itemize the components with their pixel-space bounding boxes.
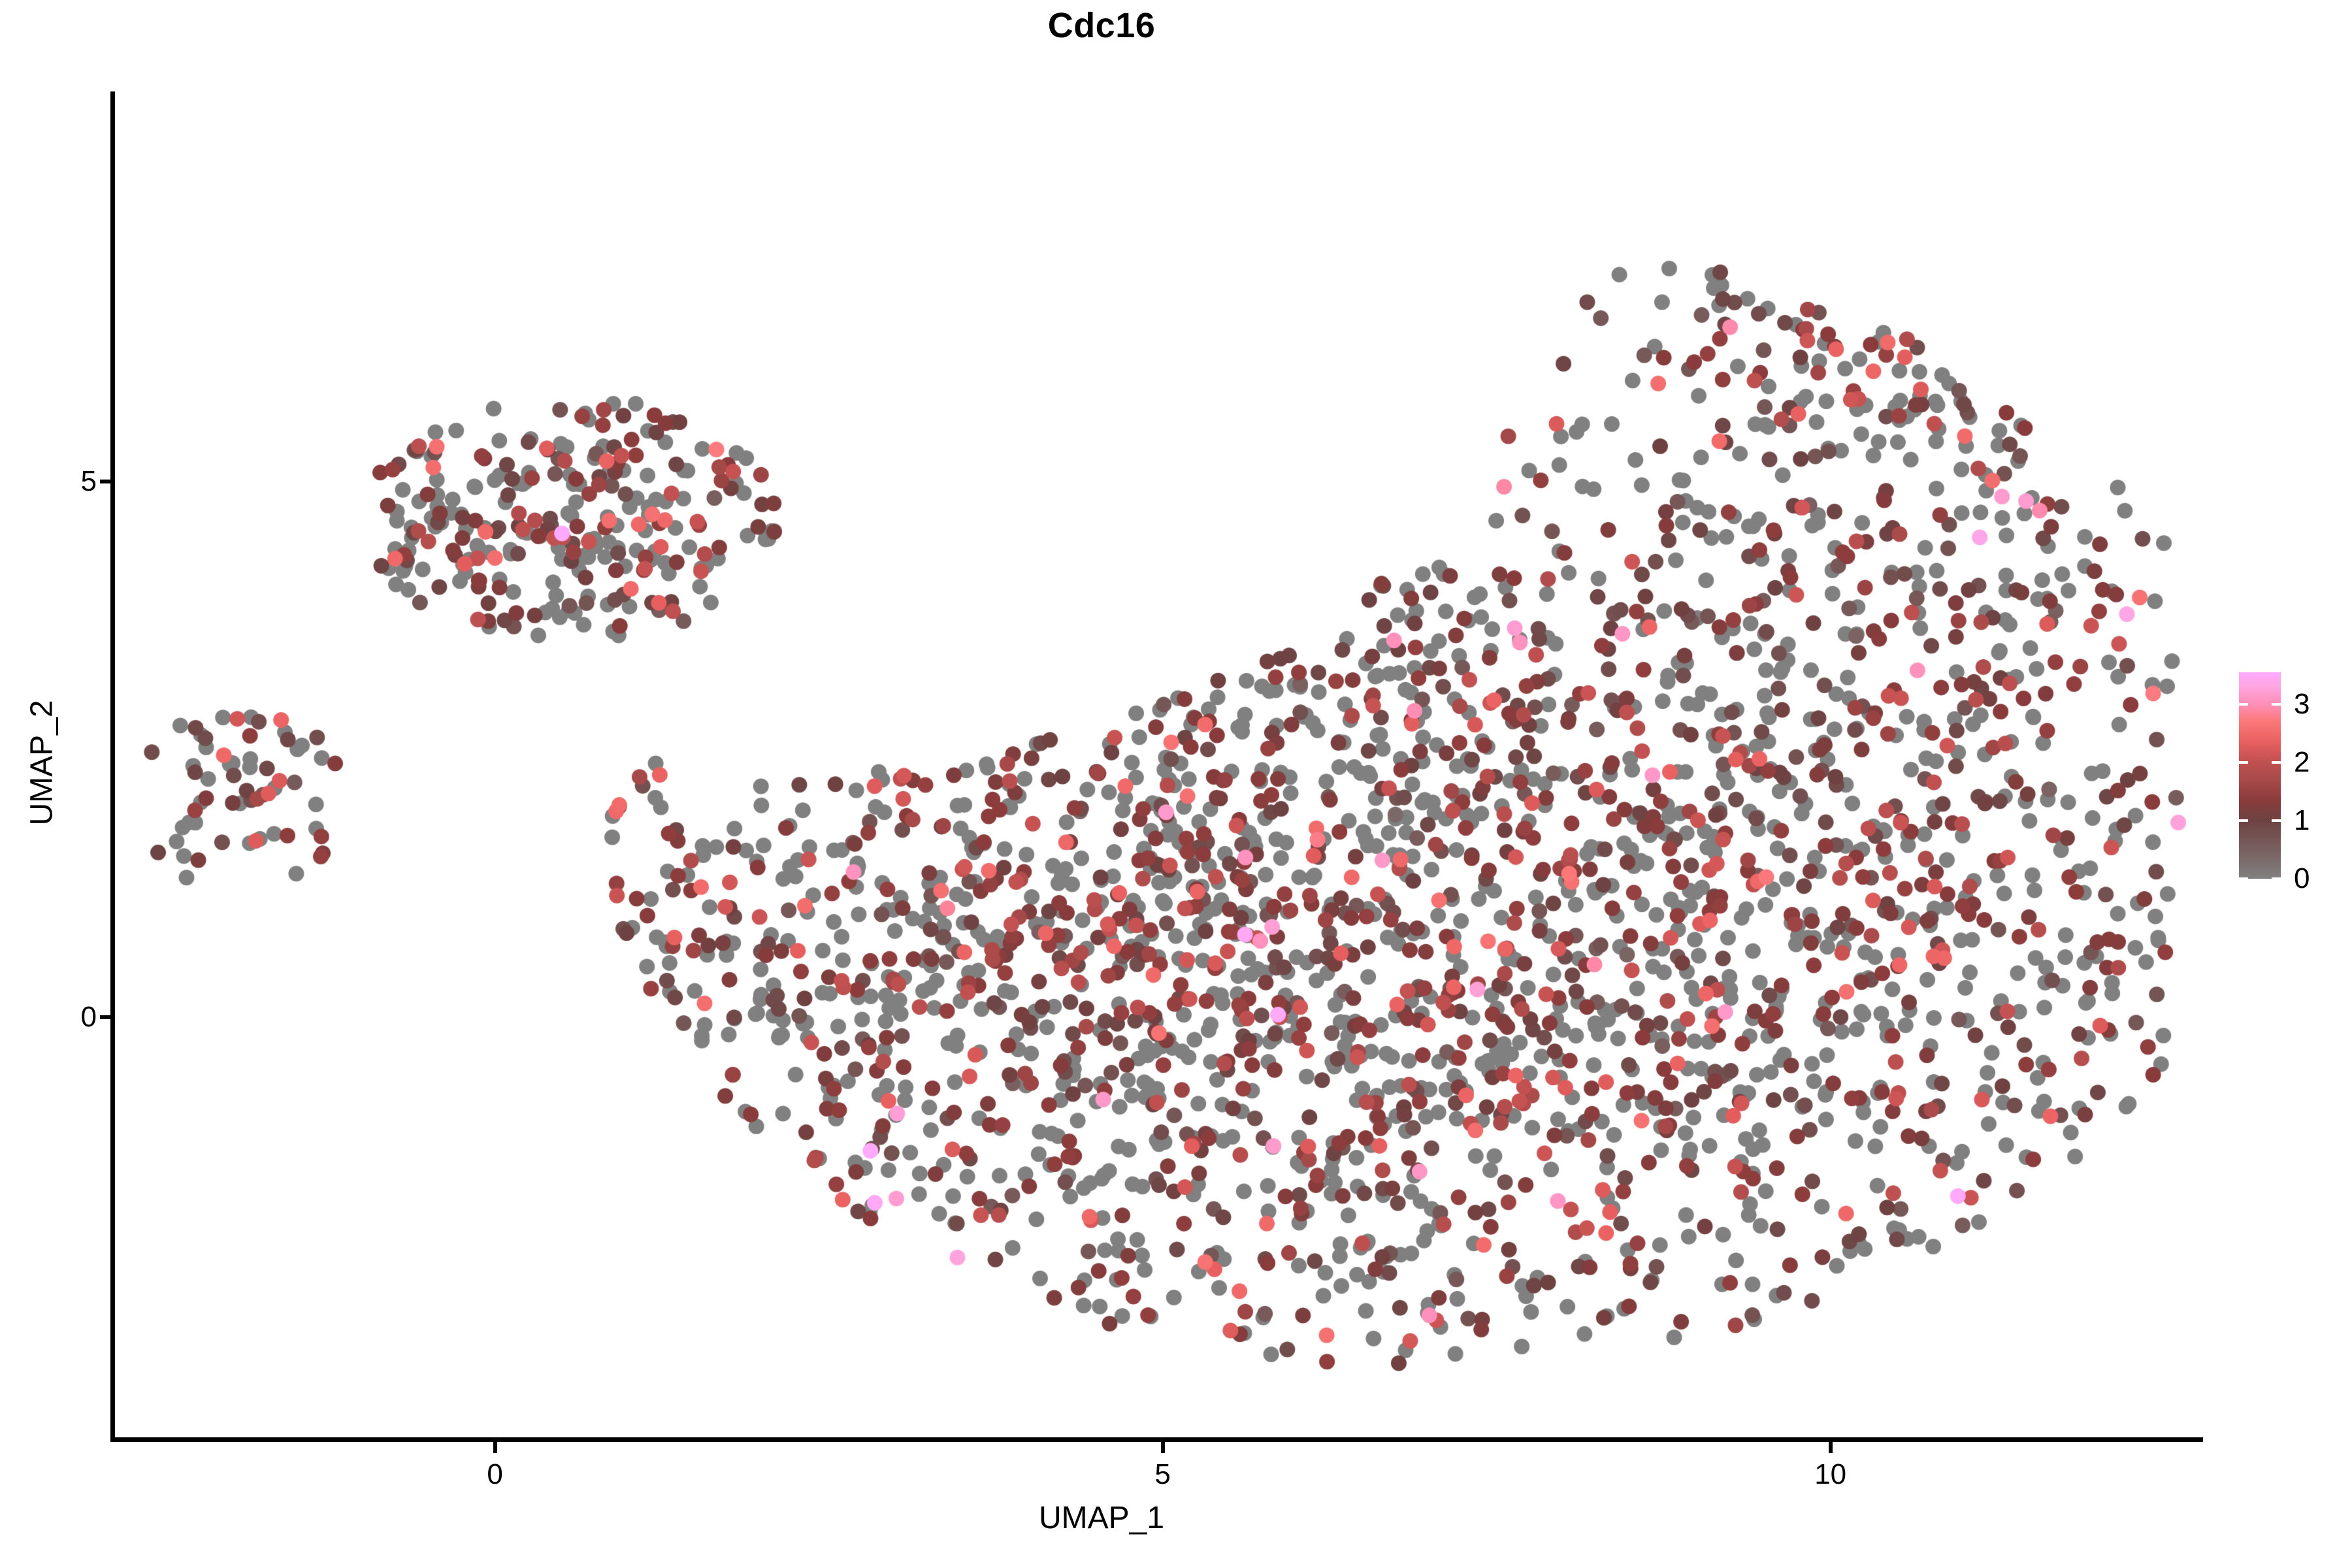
y-tick-label: 0 <box>80 1000 97 1033</box>
x-tick-label: 10 <box>1814 1458 1847 1490</box>
x-axis-title: UMAP_1 <box>1038 1501 1165 1535</box>
legend-label: 1 <box>2294 804 2310 836</box>
legend-tick-mark <box>2272 702 2281 706</box>
legend-colorbar <box>2239 672 2281 879</box>
y-axis-line <box>110 91 115 1442</box>
x-tick-label: 0 <box>487 1458 503 1490</box>
y-tick-mark <box>100 479 110 483</box>
x-tick-mark <box>1160 1442 1165 1453</box>
umap-scatter-plot <box>114 91 2203 1439</box>
x-axis-line <box>110 1437 2203 1442</box>
page-title: Cdc16 <box>1047 6 1156 45</box>
x-tick-mark <box>1828 1442 1833 1453</box>
legend-label: 3 <box>2294 687 2310 720</box>
x-tick-mark <box>493 1442 497 1453</box>
legend-tick-mark <box>2272 760 2281 764</box>
plot-panel <box>114 91 2203 1439</box>
legend-tick-mark <box>2239 702 2248 706</box>
legend-label: 0 <box>2294 862 2310 894</box>
legend-tick-mark <box>2272 877 2281 880</box>
y-tick-label: 5 <box>80 465 97 497</box>
x-tick-label: 5 <box>1154 1458 1171 1490</box>
color-legend: 3 2 1 0 <box>2239 672 2337 894</box>
legend-tick-mark <box>2272 819 2281 822</box>
y-tick-mark <box>100 1015 110 1019</box>
legend-label: 2 <box>2294 745 2310 778</box>
legend-tick-mark <box>2239 819 2248 822</box>
legend-tick-mark <box>2239 877 2248 880</box>
legend-tick-mark <box>2239 760 2248 764</box>
y-axis-title: UMAP_2 <box>24 700 59 826</box>
